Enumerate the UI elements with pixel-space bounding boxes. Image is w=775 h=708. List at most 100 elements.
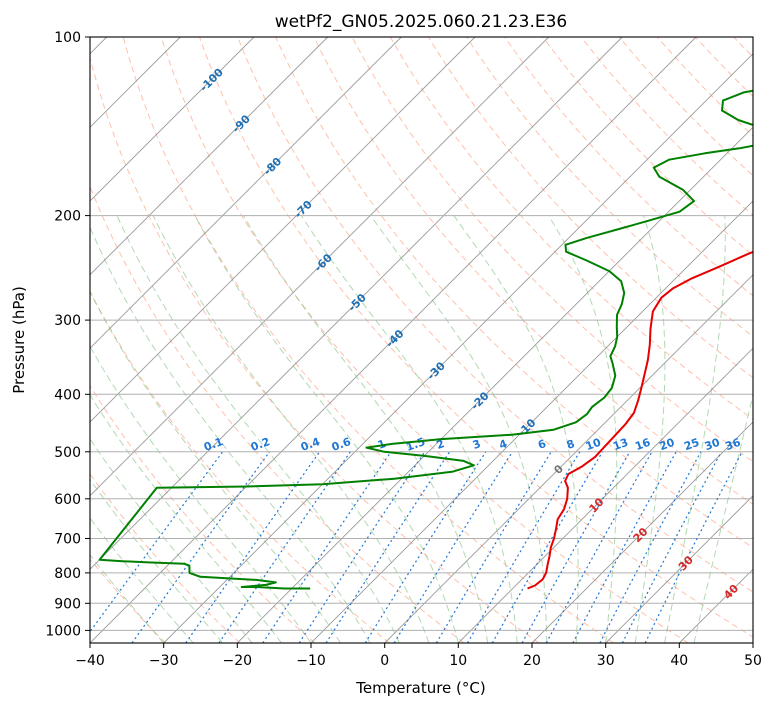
- mixing-ratio-label: 0.1: [202, 435, 225, 454]
- dry-adiabat: [275, 37, 753, 549]
- mixing-ratio-label: 36: [723, 436, 742, 454]
- isotherm-line: [90, 37, 623, 570]
- mixing-ratio-label: 20: [658, 436, 677, 454]
- y-tick-label: 600: [54, 492, 81, 508]
- mixing-ratio-label: 4: [497, 437, 509, 452]
- mixing-ratio-line: [599, 451, 702, 643]
- dry-adiabat: [237, 37, 753, 593]
- mixing-ratio-label: 25: [682, 436, 701, 453]
- mixing-ratio-line: [262, 451, 392, 643]
- x-tick-label: 20: [523, 653, 541, 669]
- mixing-ratio-label: 0.4: [299, 435, 322, 454]
- mixing-ratio-line: [644, 451, 743, 643]
- x-tick-label: −10: [296, 653, 326, 669]
- moist-adiabat: [90, 554, 165, 643]
- mixing-ratio-label: 8: [565, 437, 577, 452]
- mixing-ratio-line: [298, 451, 426, 643]
- moist-adiabat: [90, 437, 253, 643]
- dry-adiabat: [90, 290, 390, 643]
- isotherm-line: [90, 37, 255, 202]
- isotherm-line: [90, 37, 550, 497]
- moist-adiabat: [116, 215, 400, 643]
- isotherm-line: [90, 37, 402, 349]
- dry-adiabat: [90, 55, 540, 643]
- mixing-ratio-line: [218, 451, 351, 643]
- temperature-profile-line: [527, 250, 753, 590]
- mixing-ratio-label: 0.6: [330, 435, 353, 454]
- moist-adiabat: [90, 393, 282, 643]
- x-tick-label: −20: [223, 653, 253, 669]
- dry-adiabat: [427, 37, 753, 379]
- mixing-ratio-label: 16: [633, 436, 652, 454]
- mixing-ratio-line: [545, 451, 653, 643]
- isotherm-line: [163, 53, 753, 643]
- x-tick-label: −40: [75, 653, 105, 669]
- dry-adiabat: [199, 37, 753, 638]
- y-tick-label: 1000: [45, 623, 81, 639]
- mixing-ratio-label: 13: [611, 436, 630, 453]
- mixing-ratio-label: 1.5: [404, 435, 427, 454]
- moist-adiabat: [90, 517, 194, 643]
- y-tick-label: 900: [54, 596, 81, 612]
- dry-adiabat: [122, 37, 614, 643]
- dry-adiabat: [313, 37, 753, 505]
- y-tick-label: 800: [54, 566, 81, 582]
- dry-adiabat: [351, 37, 753, 463]
- mixing-ratio-label: 0.2: [249, 435, 272, 454]
- moist-adiabat: [370, 215, 548, 643]
- x-tick-label: 10: [449, 653, 467, 669]
- isotherm-line: [384, 274, 753, 643]
- moist-adiabat: [90, 290, 341, 643]
- moist-adiabat: [90, 478, 223, 643]
- plot-area: 0.1 0.2 0.4 0.6 1 1.5 2 3 4 6 8 10 13 16 20 25 30 36-100-…: [90, 37, 753, 643]
- isotherm-line: [236, 126, 753, 643]
- isotherm-line: [310, 200, 753, 643]
- y-tick-label: 500: [54, 445, 81, 461]
- dewpoint-profile-line: [98, 89, 753, 590]
- mixing-ratio-line: [393, 451, 513, 643]
- mixing-ratio-label: 6: [536, 437, 548, 452]
- dry-adiabat: [90, 185, 465, 643]
- y-tick-label: 200: [54, 209, 81, 225]
- axes: −40 −30 −20 −10 0 10 20 30 40 5010020030040050060…: [45, 30, 762, 669]
- x-tick-label: 50: [744, 653, 762, 669]
- dry-adiabat: [618, 37, 753, 177]
- dry-adiabat: [504, 37, 753, 297]
- mixing-ratio-line: [491, 451, 604, 643]
- x-tick-label: 0: [380, 653, 389, 669]
- isotherm-line: [605, 495, 753, 643]
- mixing-ratio-label: 3: [471, 437, 483, 452]
- mixing-ratio-line: [131, 451, 271, 643]
- x-axis-title: Temperature (°C): [355, 679, 485, 697]
- y-tick-label: 100: [54, 30, 81, 46]
- x-tick-label: 40: [670, 653, 688, 669]
- dry-adiabat: [90, 384, 316, 643]
- mixing-ratio-line: [621, 451, 722, 643]
- y-axis-title: Pressure (hPa): [10, 286, 28, 394]
- isotherm-line: [531, 421, 753, 643]
- isotherm-line: [457, 347, 753, 643]
- moist-adiabat: [243, 215, 489, 643]
- moist-adiabat: [90, 345, 312, 643]
- isotherm-line: [90, 37, 329, 276]
- moist-adiabat: [548, 215, 618, 643]
- mixing-ratio-line: [435, 451, 552, 643]
- mixing-ratio-line: [185, 451, 321, 643]
- mixing-ratio-line: [521, 451, 631, 643]
- x-tick-label: 30: [597, 653, 615, 669]
- mixing-ratio-label: 10: [584, 436, 603, 454]
- moist-adiabat: [453, 215, 579, 643]
- moist-adiabat: [194, 215, 459, 643]
- y-tick-label: 400: [54, 387, 81, 403]
- isotherm-line: [90, 37, 476, 423]
- y-tick-label: 300: [54, 313, 81, 329]
- dry-adiabat: [160, 37, 689, 643]
- moist-adiabat: [300, 215, 518, 643]
- y-tick-label: 700: [54, 532, 81, 548]
- mixing-ratio-line: [466, 451, 581, 643]
- plot-frame: [89, 36, 754, 644]
- x-tick-label: −30: [149, 653, 179, 669]
- isotherm-line: [90, 37, 697, 643]
